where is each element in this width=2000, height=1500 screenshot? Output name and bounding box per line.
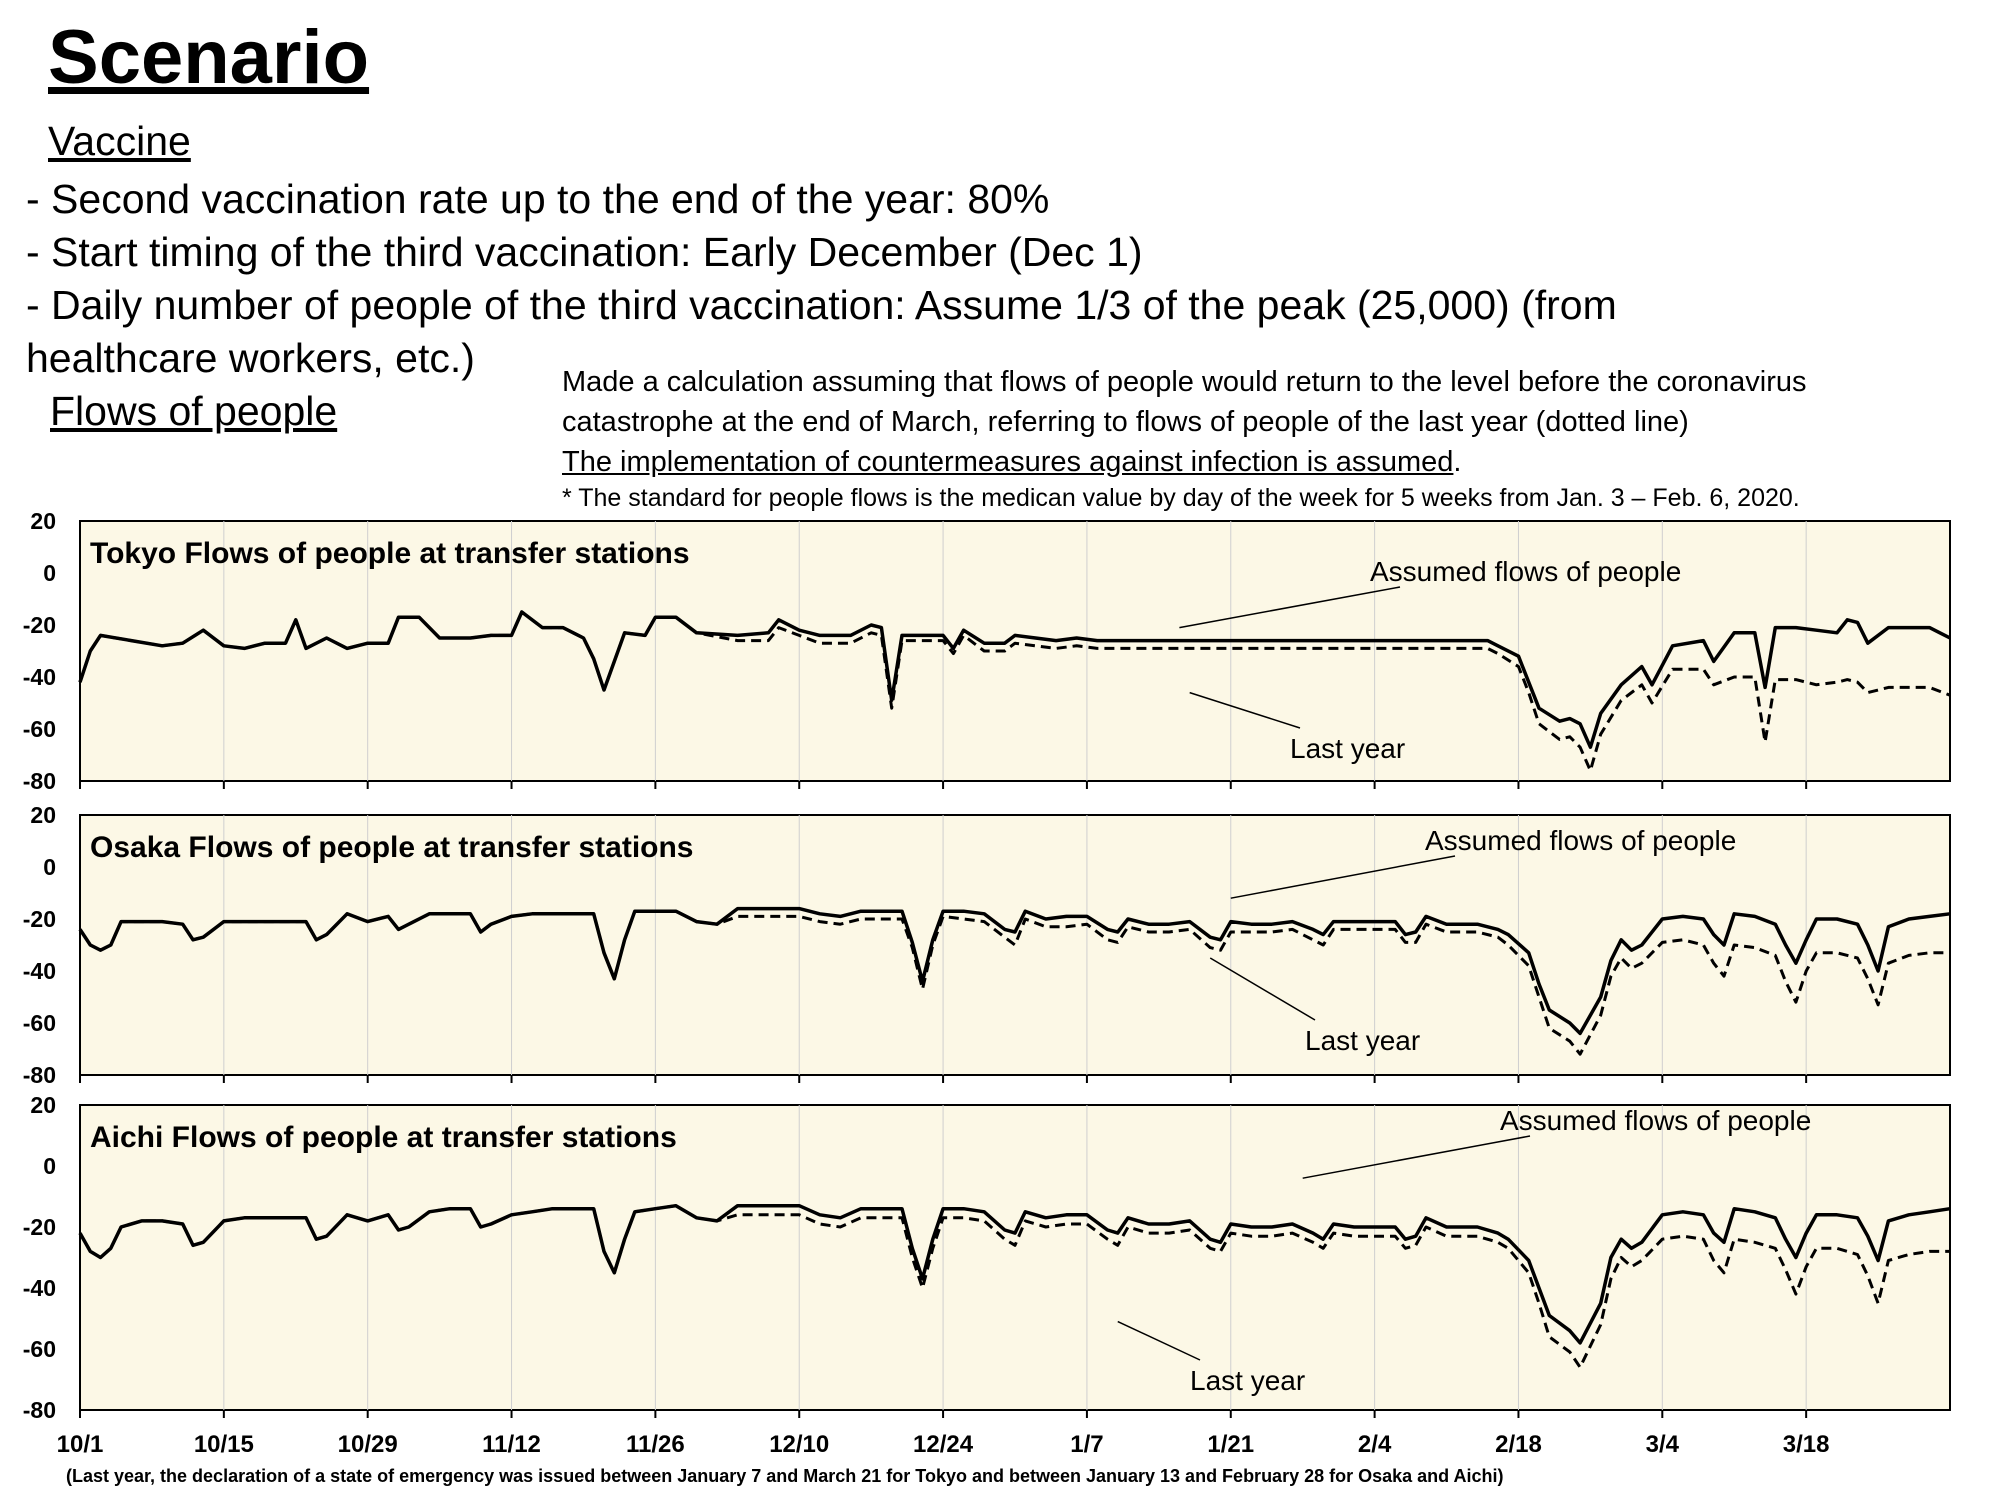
annotation-leader [1209,957,1316,1021]
vaccine-line: healthcare workers, etc.) [26,335,475,381]
chart-panel-1: 20 0 -20 -40 -60 -80 Tokyo Flows of people at … [23,508,1951,794]
vaccine-line: - Daily number of people of the third va… [26,282,1617,328]
y-tick-label: 20 [30,802,56,828]
note-line: catastrophe at the end of March, referri… [562,406,1689,438]
y-tick-label: -40 [23,664,56,690]
x-tick-label: 3/18 [1783,1431,1830,1458]
note-underlined-suffix: . [1453,446,1462,478]
annotation-leader [1189,691,1301,729]
y-tick-label: -60 [23,1336,56,1362]
y-tick-label: 0 [43,1153,56,1179]
vaccine-line: - Start timing of the third vaccination:… [26,229,1143,275]
annotation-label: Assumed flows of people [1425,825,1736,856]
x-tick-label: 10/1 [57,1431,104,1458]
y-tick-label: -60 [23,716,56,742]
x-tick-label: 11/26 [626,1431,685,1458]
note-underlined: The implementation of countermeasures ag… [562,446,1454,478]
y-tick-label: 0 [43,560,56,586]
x-tick-label: 1/7 [1070,1431,1103,1458]
note-footnote: * The standard for people flows is the m… [562,484,1800,512]
note-assumption: The implementation of countermeasures ag… [562,446,1461,479]
annotation-label: Last year [1190,1365,1305,1396]
y-tick-label: -40 [23,958,56,984]
plot-area [79,520,1951,782]
x-tick-label: 1/21 [1207,1431,1254,1458]
last-year-line [78,1204,1950,1369]
plot-area [79,1104,1951,1411]
x-tick-label: 10/15 [194,1431,254,1458]
vaccine-heading: Vaccine [48,118,191,164]
chart-panel-3: 20 0 -20 -40 -60 -80 Aichi Flows of people at … [23,1092,1951,1458]
x-tick-label: 2/18 [1495,1431,1542,1458]
flows-heading: Flows of people [50,388,338,434]
annotation-leader [1230,855,1456,899]
y-tick-label: -20 [23,1214,56,1240]
annotation-label: Assumed flows of people [1370,556,1681,587]
x-tick-label: 3/4 [1646,1431,1680,1458]
last-year-line [78,610,1951,773]
x-tick-label: 11/12 [482,1431,541,1458]
y-tick-label: 20 [30,1092,56,1118]
annotation-label: Last year [1305,1025,1420,1056]
x-tick-label: 2/4 [1358,1431,1392,1458]
y-tick-label: -80 [23,1397,56,1423]
y-tick-label: -20 [23,612,56,638]
y-tick-label: 0 [43,854,56,880]
y-tick-label: -40 [23,1275,56,1301]
y-tick-label: 20 [30,508,56,534]
note-line: Made a calculation assuming that flows o… [562,366,1807,398]
vaccine-line: - Second vaccination rate up to the end … [26,176,1050,222]
x-tick-label: 12/24 [913,1431,974,1458]
x-tick-label: 12/10 [769,1431,829,1458]
y-tick-label: -80 [23,1062,56,1088]
chart-panel-2: 20 0 -20 -40 -60 -80 Osaka Flows of people at … [23,802,1951,1088]
annotation-label: Last year [1290,733,1405,764]
annotation-leader [1117,1320,1201,1361]
annotation-leader [1179,586,1401,629]
chart-title: Tokyo Flows of people at transfer statio… [90,537,690,570]
annotation-leader [1302,1135,1531,1179]
bottom-note: (Last year, the declaration of a state o… [66,1466,1504,1486]
x-tick-label: 10/29 [338,1431,398,1458]
chart-title: Osaka Flows of people at transfer statio… [90,831,694,864]
y-tick-label: -80 [23,768,56,794]
chart-title: Aichi Flows of people at transfer statio… [90,1121,677,1154]
assumed-flows-line [78,610,1951,749]
last-year-line [78,909,1950,1056]
y-tick-label: -20 [23,906,56,932]
annotation-label: Assumed flows of people [1500,1105,1811,1136]
page-title: Scenario [48,15,370,100]
y-tick-label: -60 [23,1010,56,1036]
